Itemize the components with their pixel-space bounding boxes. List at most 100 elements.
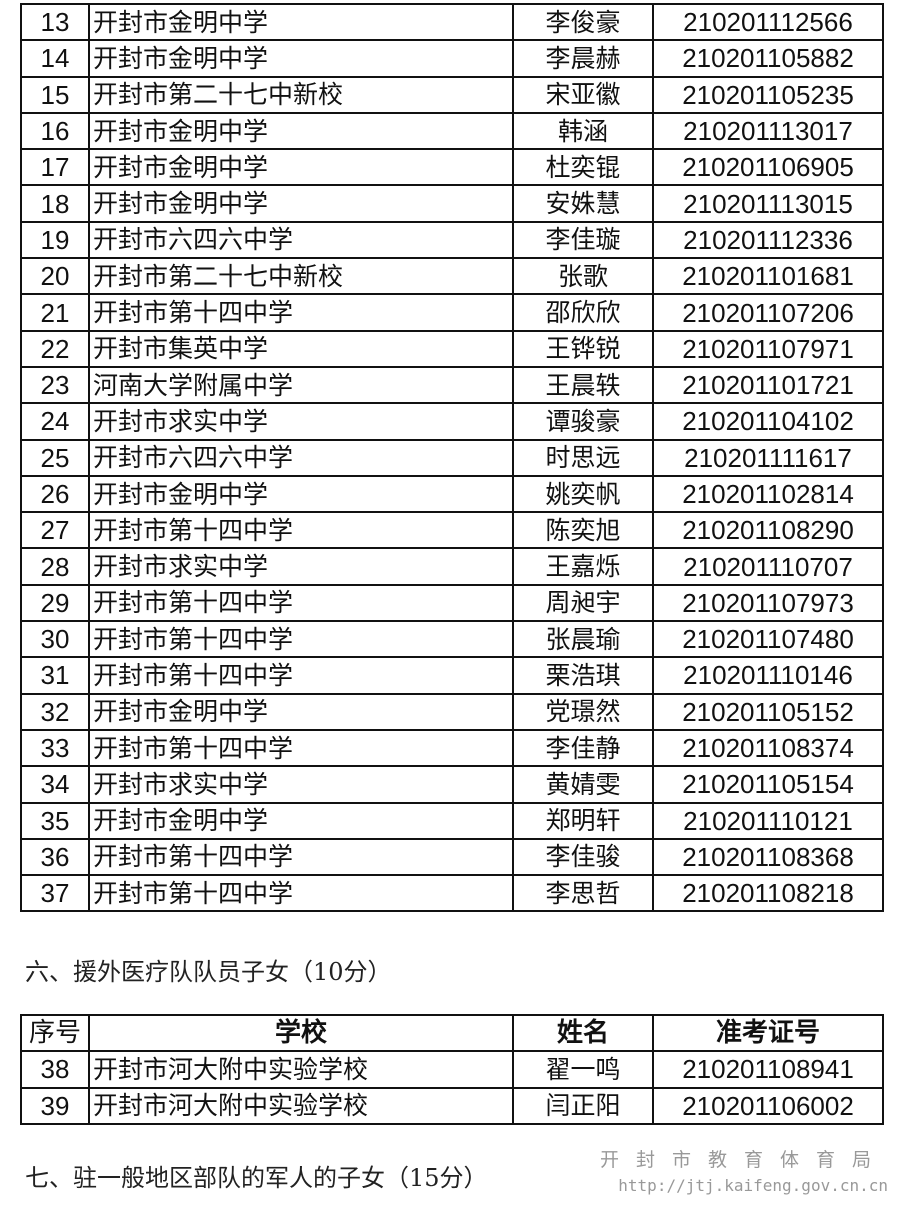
school-cell: 开封市金明中学 [88, 184, 514, 223]
section-6-table: 序号 学校 姓名 准考证号 38 开封市河大附中实验学校 翟一鸣 2102011089… [20, 1013, 884, 1125]
school-cell: 开封市求实中学 [88, 547, 514, 586]
exam-id-cell: 210201107206 [652, 293, 884, 332]
school-cell: 河南大学附属中学 [88, 365, 514, 405]
school-cell: 开封市河大附中实验学校 [88, 1050, 514, 1089]
row-number: 39 [20, 1086, 90, 1125]
row-number: 17 [20, 148, 90, 187]
school-cell: 开封市第十四中学 [88, 656, 514, 695]
school-cell: 开封市第二十七中新校 [88, 75, 514, 114]
name-cell: 李佳骏 [512, 837, 654, 877]
exam-id-cell: 210201110707 [652, 547, 884, 586]
exam-id-cell: 210201113017 [652, 111, 884, 151]
row-number: 36 [20, 837, 90, 877]
school-cell: 开封市第十四中学 [88, 728, 514, 768]
name-cell: 黄婧雯 [512, 765, 654, 804]
table-row: 32 开封市金明中学 党璟然 210201105152 [20, 692, 884, 731]
table-row: 31 开封市第十四中学 栗浩琪 210201110146 [20, 656, 884, 695]
school-cell: 开封市第二十七中新校 [88, 257, 514, 296]
row-number: 15 [20, 75, 90, 114]
row-number: 27 [20, 511, 90, 550]
table-row: 39 开封市河大附中实验学校 闫正阳 210201106002 [20, 1086, 884, 1125]
name-cell: 张歌 [512, 257, 654, 296]
name-cell: 李佳静 [512, 728, 654, 768]
table-row: 29 开封市第十四中学 周昶宇 210201107973 [20, 583, 884, 623]
row-number: 37 [20, 874, 90, 913]
row-number: 31 [20, 656, 90, 695]
row-number: 22 [20, 329, 90, 368]
exam-id-cell: 210201108368 [652, 837, 884, 877]
table-row: 21 开封市第十四中学 邵欣欣 210201107206 [20, 293, 884, 332]
name-cell: 王嘉烁 [512, 547, 654, 586]
header-name: 姓名 [512, 1013, 654, 1053]
header-row: 序号 学校 姓名 准考证号 [20, 1013, 884, 1053]
exam-id-cell: 210201111617 [652, 438, 884, 477]
name-cell: 邵欣欣 [512, 293, 654, 332]
table-row: 16 开封市金明中学 韩涵 210201113017 [20, 111, 884, 151]
row-number: 14 [20, 39, 90, 78]
row-number: 24 [20, 402, 90, 441]
row-number: 16 [20, 111, 90, 151]
exam-id-cell: 210201108941 [652, 1050, 884, 1089]
exam-id-cell: 210201101681 [652, 257, 884, 296]
name-cell: 王铧锐 [512, 329, 654, 368]
table-row: 18 开封市金明中学 安姝慧 210201113015 [20, 184, 884, 223]
name-cell: 姚奕帆 [512, 474, 654, 514]
table-row: 36 开封市第十四中学 李佳骏 210201108368 [20, 837, 884, 877]
school-cell: 开封市金明中学 [88, 2, 514, 42]
exam-id-cell: 210201108374 [652, 728, 884, 768]
school-cell: 开封市六四六中学 [88, 220, 514, 260]
table-row: 17 开封市金明中学 杜奕锟 210201106905 [20, 148, 884, 187]
row-number: 28 [20, 547, 90, 586]
table-row: 33 开封市第十四中学 李佳静 210201108374 [20, 728, 884, 768]
name-cell: 韩涵 [512, 111, 654, 151]
table-row: 37 开封市第十四中学 李思哲 210201108218 [20, 874, 884, 913]
school-cell: 开封市第十四中学 [88, 511, 514, 550]
school-cell: 开封市金明中学 [88, 801, 514, 840]
exam-id-cell: 210201101721 [652, 365, 884, 405]
exam-id-cell: 210201105235 [652, 75, 884, 114]
table-row: 24 开封市求实中学 谭骏豪 210201104102 [20, 402, 884, 441]
exam-id-cell: 210201108290 [652, 511, 884, 550]
row-number: 20 [20, 257, 90, 296]
name-cell: 栗浩琪 [512, 656, 654, 695]
exam-id-cell: 210201105152 [652, 692, 884, 731]
exam-id-cell: 210201112336 [652, 220, 884, 260]
name-cell: 张晨瑜 [512, 620, 654, 659]
name-cell: 时思远 [512, 438, 654, 477]
table-row: 38 开封市河大附中实验学校 翟一鸣 210201108941 [20, 1050, 884, 1089]
section-6-heading: 六、援外医疗队队员子女（10分） [25, 958, 392, 986]
name-cell: 周昶宇 [512, 583, 654, 623]
row-number: 25 [20, 438, 90, 477]
row-number: 19 [20, 220, 90, 260]
row-number: 13 [20, 2, 90, 42]
name-cell: 李思哲 [512, 874, 654, 913]
header-school: 学校 [88, 1013, 514, 1053]
row-number: 33 [20, 728, 90, 768]
table-row: 14 开封市金明中学 李晨赫 210201105882 [20, 39, 884, 78]
exam-id-cell: 210201104102 [652, 402, 884, 441]
table-row: 35 开封市金明中学 郑明轩 210201110121 [20, 801, 884, 840]
header-exam-id: 准考证号 [652, 1013, 884, 1053]
row-number: 18 [20, 184, 90, 223]
exam-id-cell: 210201107480 [652, 620, 884, 659]
table-row: 19 开封市六四六中学 李佳璇 210201112336 [20, 220, 884, 260]
school-cell: 开封市六四六中学 [88, 438, 514, 477]
table-row: 22 开封市集英中学 王铧锐 210201107971 [20, 329, 884, 368]
row-number: 38 [20, 1050, 90, 1089]
row-number: 30 [20, 620, 90, 659]
school-cell: 开封市求实中学 [88, 402, 514, 441]
row-number: 35 [20, 801, 90, 840]
name-cell: 党璟然 [512, 692, 654, 731]
table-row: 30 开封市第十四中学 张晨瑜 210201107480 [20, 620, 884, 659]
table-row: 13 开封市金明中学 李俊豪 210201112566 [20, 2, 884, 42]
name-cell: 陈奕旭 [512, 511, 654, 550]
student-table-continued: 13 开封市金明中学 李俊豪 210201112566 14 开封市金明中学 李晨赫 2102… [20, 2, 884, 913]
school-cell: 开封市河大附中实验学校 [88, 1086, 514, 1125]
school-cell: 开封市求实中学 [88, 765, 514, 804]
row-number: 21 [20, 293, 90, 332]
row-number: 29 [20, 583, 90, 623]
exam-id-cell: 210201108218 [652, 874, 884, 913]
school-cell: 开封市第十四中学 [88, 874, 514, 913]
table-row: 25 开封市六四六中学 时思远 210201111617 [20, 438, 884, 477]
exam-id-cell: 210201106905 [652, 148, 884, 187]
